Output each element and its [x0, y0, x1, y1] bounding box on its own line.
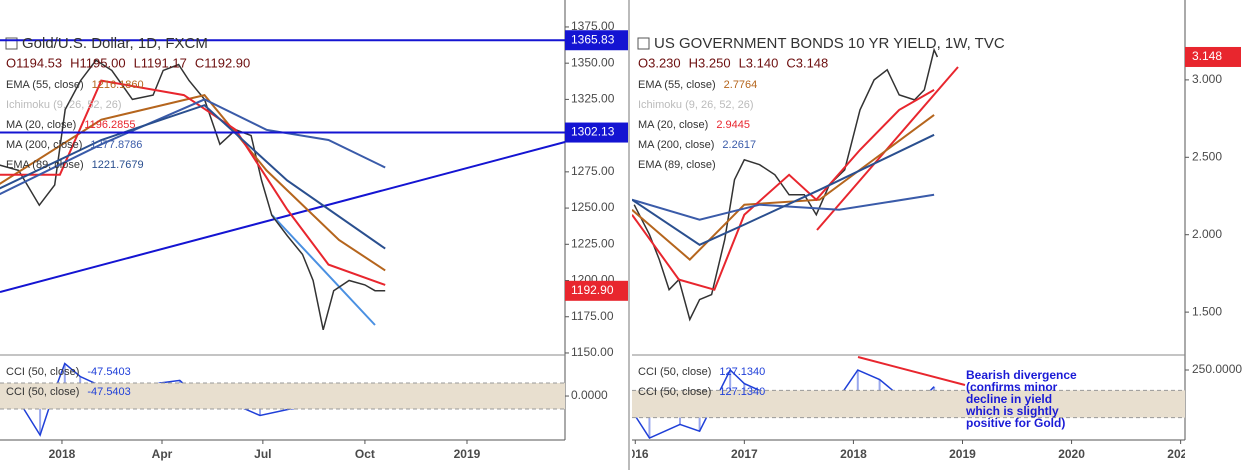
x-tick-label: 2019: [949, 447, 976, 461]
legend-value: 1216.1860: [92, 79, 144, 91]
legend-value: 2.9445: [716, 119, 750, 131]
legend-value: 1277.8786: [90, 139, 142, 151]
indicator-line: [632, 89, 935, 291]
legend-value: 2.2617: [722, 139, 756, 151]
indicator-line: [0, 98, 386, 196]
ohlc-value: L3.140: [739, 55, 779, 70]
y-tick-label: 1175.00: [571, 309, 614, 323]
divergence-line: [857, 356, 966, 386]
ohlc-value: L1191.17: [134, 55, 187, 70]
chart-title: US GOVERNMENT BONDS 10 YR YIELD, 1W, TVC: [654, 35, 1005, 52]
legend-value: 1196.2855: [84, 119, 135, 131]
legend-label: Ichimoku (9, 26, 52, 26): [6, 99, 122, 111]
price-line: [633, 47, 939, 322]
cci-legend-value: -47.5403: [87, 386, 130, 398]
legend-label: MA (200, close): [638, 139, 714, 151]
indicator-line: [632, 193, 935, 221]
x-tick-label: 2018: [840, 447, 867, 461]
x-tick-label: 2021: [1167, 447, 1194, 461]
legend-label: EMA (55, close): [6, 79, 84, 91]
cci-legend-label: CCI (50, close): [638, 366, 711, 378]
cci-band: [0, 383, 565, 410]
plot-area: 2018 Apr Jul Oct 2019: [0, 59, 481, 461]
cci-legend-label: CCI (50, close): [6, 386, 79, 398]
x-tick-label: Apr: [152, 447, 173, 461]
collapse-icon[interactable]: [637, 37, 650, 50]
legend-value: 2.7764: [724, 79, 758, 91]
x-tick-label: 2017: [731, 447, 758, 461]
x-tick-label: 2016: [622, 447, 649, 461]
legend-label: MA (200, close): [6, 139, 82, 151]
y-tick-label: 1225.00: [571, 236, 615, 250]
y-tick-label: 1.500: [1192, 304, 1222, 318]
price-tag: [565, 30, 628, 51]
y-tick-label: 3.000: [1192, 72, 1222, 86]
x-tick-label: Oct: [355, 447, 375, 461]
y-tick-label: 1250.00: [571, 200, 615, 214]
price-tag-label: 1365.83: [571, 32, 615, 46]
indicator-line: [632, 133, 935, 246]
cci-band: [632, 390, 1185, 418]
cci-legend-value: 127.1340: [719, 366, 765, 378]
cci-legend-label: CCI (50, close): [6, 366, 79, 378]
y-tick-label: 1150.00: [571, 345, 614, 359]
last-price-tag: [1185, 46, 1241, 67]
trend-line: [0, 141, 566, 293]
y-tick-label: 2.000: [1192, 227, 1222, 241]
legend-label: EMA (89, close): [6, 159, 84, 171]
legend-label: MA (20, close): [638, 119, 708, 131]
legend-label: Ichimoku (9, 26, 52, 26): [638, 99, 754, 111]
price-tag: [565, 122, 628, 143]
chart-title: Gold/U.S. Dollar, 1D, FXCM: [22, 35, 208, 52]
y-tick-label: 1375.00: [571, 19, 615, 33]
ohlc-value: O3.230: [638, 55, 681, 70]
price-tag-label: 1302.13: [571, 125, 615, 139]
legend-label: MA (20, close): [6, 119, 76, 131]
legend-label: EMA (89, close): [638, 159, 716, 171]
indicator-line: [0, 79, 386, 286]
trend-line: [271, 214, 376, 326]
cci-legend-value: 127.1340: [719, 386, 765, 398]
x-tick-label: 2018: [49, 447, 76, 461]
last-price-tag: [565, 280, 628, 301]
y-tick-label: 0.0000: [571, 388, 608, 402]
indicator-line: [0, 104, 386, 250]
ohlc-value: C1192.90: [195, 55, 250, 70]
annotation: Bearish divergence (confirms minor decli…: [966, 368, 1077, 430]
collapse-icon[interactable]: [5, 37, 18, 50]
legend-value: 1221.7679: [92, 159, 144, 171]
x-tick-label: 2019: [454, 447, 481, 461]
price-line: [0, 59, 386, 330]
x-tick-label: Jul: [254, 447, 271, 461]
legend-label: EMA (55, close): [638, 79, 716, 91]
ohlc-value: H1195.00: [70, 55, 125, 70]
ohlc-value: O1194.53: [6, 55, 62, 70]
x-tick-label: 2020: [1058, 447, 1085, 461]
y-tick-label: 2.500: [1192, 149, 1222, 163]
cci-legend-value: -47.5403: [87, 366, 130, 378]
last-price-label: 1192.90: [571, 283, 614, 297]
y-tick-label: 1325.00: [571, 92, 615, 106]
ohlc-value: C3.148: [786, 55, 828, 70]
y-tick-label: 250.0000: [1192, 362, 1242, 376]
y-tick-label: 1275.00: [571, 164, 615, 178]
ohlc-value: H3.250: [689, 55, 731, 70]
cci-legend-label: CCI (50, close): [638, 386, 711, 398]
last-price-label: 3.148: [1192, 49, 1222, 63]
y-tick-label: 1350.00: [571, 55, 615, 69]
